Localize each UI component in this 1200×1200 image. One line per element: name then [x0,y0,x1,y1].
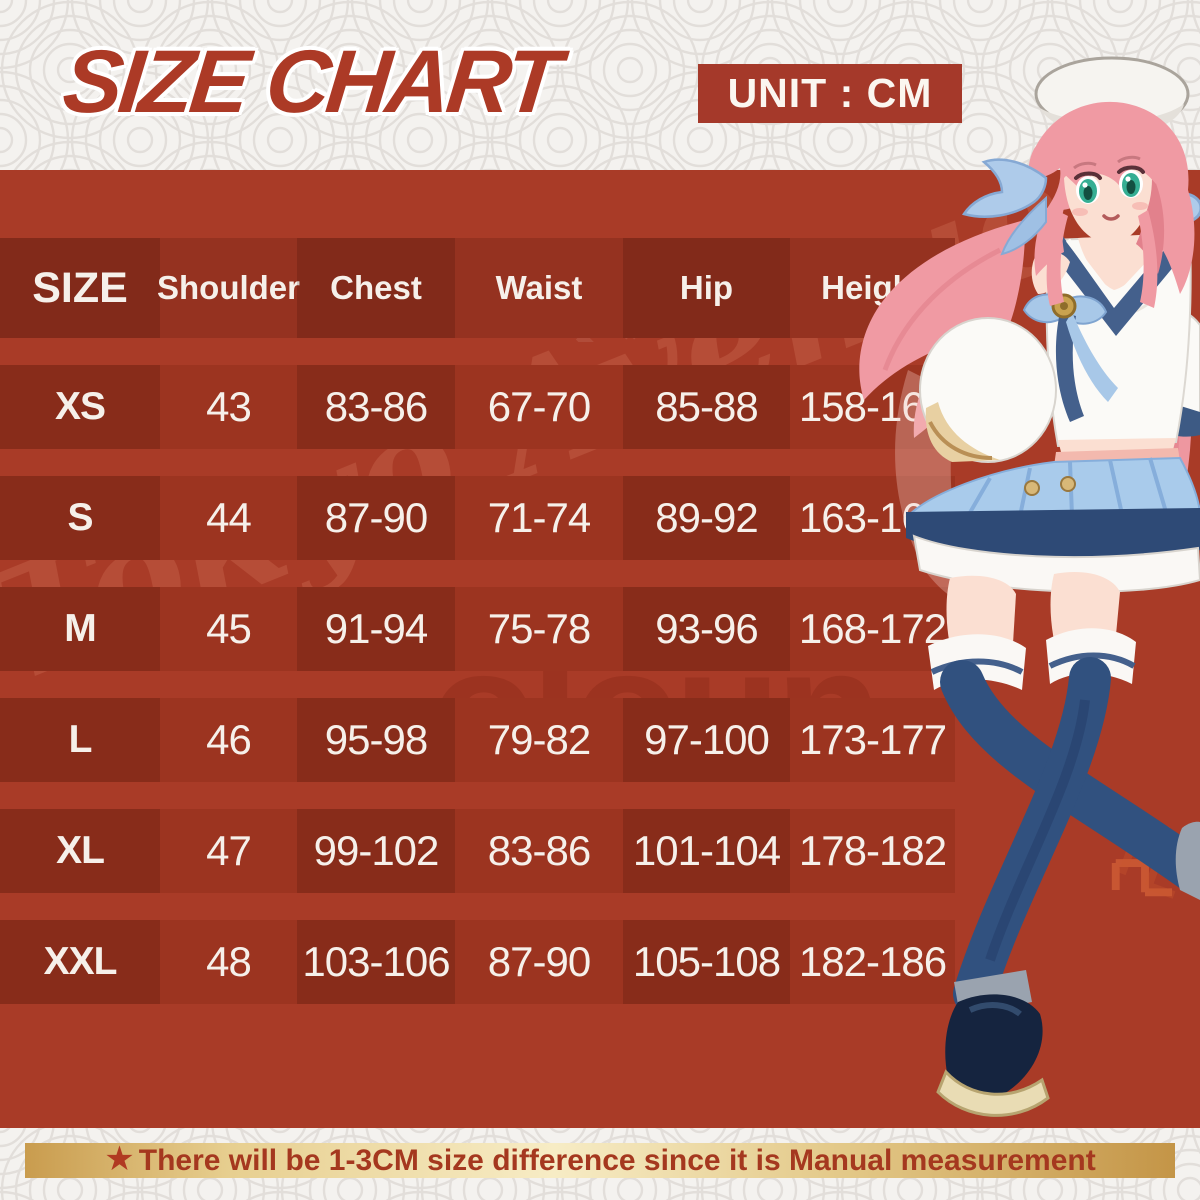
cell-chest: 103-106 [297,920,455,1004]
cell-size: XL [0,809,160,893]
column-header: Waist [495,269,583,306]
cell-height: 178-182 [798,827,947,874]
cell-shoulder: 44 [206,494,252,541]
cell-height: 168-172 [798,605,947,652]
footer-note-text: There will be 1-3CM size difference sinc… [138,1143,1096,1177]
table-row-xs: XS 43 83-86 67-70 85-88 158-162 [0,365,955,449]
column-header: SIZE [0,238,160,338]
cell-chest: 99-102 [297,809,455,893]
cell-waist: 71-74 [487,494,591,541]
star-icon: ★ [104,1139,135,1178]
column-header: Chest [297,238,455,338]
footer-note-bar: ★ There will be 1-3CM size difference si… [25,1139,1175,1178]
table-rows: XS 43 83-86 67-70 85-88 158-162 S 44 87-90 71-74 8… [0,365,955,1004]
table-row-xxl: XXL 48 103-106 87-90 105-108 182-186 [0,920,955,1004]
cosplay-character-illustration [859,56,1200,1117]
cell-waist: 87-90 [487,938,591,985]
cell-hip: 101-104 [623,809,790,893]
cell-shoulder: 43 [206,383,252,430]
cell-chest: 87-90 [297,476,455,560]
cell-hip: 85-88 [623,365,790,449]
cell-shoulder: 48 [206,938,252,985]
cell-shoulder: 45 [206,605,252,652]
cell-size: L [0,698,160,782]
column-header: Shoulder [157,269,301,306]
cell-waist: 83-86 [487,827,591,874]
cell-waist: 79-82 [487,716,591,763]
cell-hip: 89-92 [623,476,790,560]
cell-hip: 105-108 [623,920,790,1004]
cell-hip: 93-96 [623,587,790,671]
cell-size: XXL [0,920,160,1004]
table-row-xl: XL 47 99-102 83-86 101-104 178-182 [0,809,955,893]
cell-chest: 91-94 [297,587,455,671]
table-row-m: M 45 91-94 75-78 93-96 168-172 [0,587,955,671]
unit-badge: UNIT : CM [698,64,962,123]
table-row-l: L 46 95-98 79-82 97-100 173-177 [0,698,955,782]
cell-shoulder: 46 [206,716,252,763]
cell-waist: 67-70 [487,383,591,430]
cell-height: 182-186 [798,938,947,985]
cell-chest: 95-98 [297,698,455,782]
cell-chest: 83-86 [297,365,455,449]
page-title: SIZE CHART [58,31,562,131]
cell-size: S [0,476,160,560]
cell-size: XS [0,365,160,449]
cell-height: 173-177 [798,716,947,763]
unit-label: UNIT : CM [727,70,933,116]
size-table: SIZE Shoulder Chest Waist Hip Height XS 43 83-8… [0,238,955,1004]
cell-waist: 75-78 [487,605,591,652]
table-row-s: S 44 87-90 71-74 89-92 163-167 [0,476,955,560]
cell-size: M [0,587,160,671]
column-header: Hip [623,238,790,338]
cell-shoulder: 47 [206,827,252,874]
table-header-row: SIZE Shoulder Chest Waist Hip Height [0,238,955,338]
cell-hip: 97-100 [623,698,790,782]
